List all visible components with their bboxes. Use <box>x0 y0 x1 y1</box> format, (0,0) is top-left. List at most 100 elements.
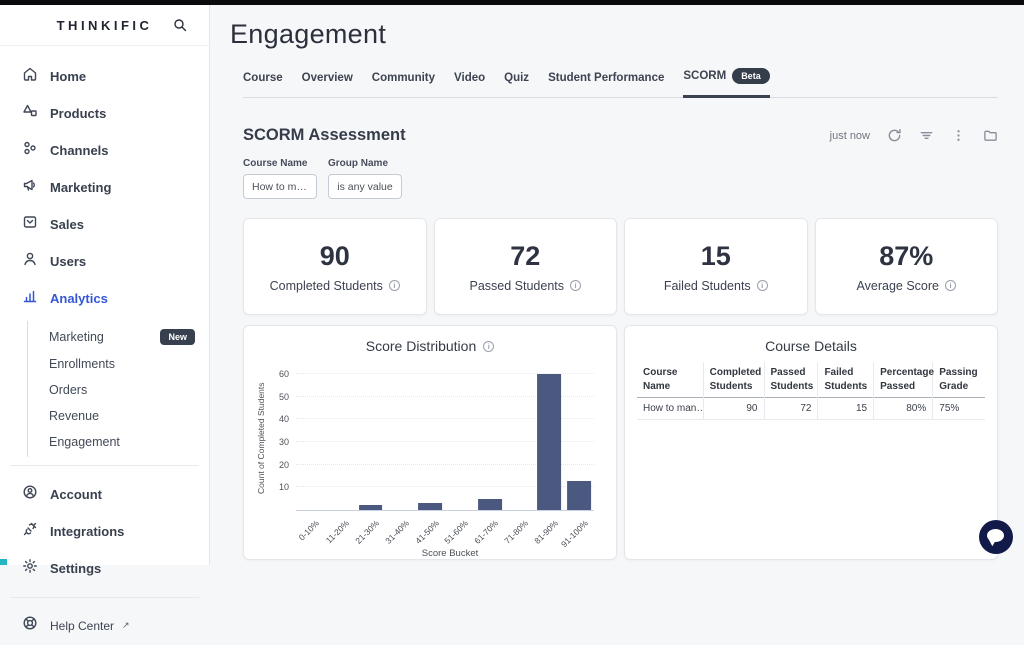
sidebar-item-sales[interactable]: Sales <box>0 206 209 243</box>
stat-label: Average Score <box>857 279 956 293</box>
table-column-header: Failed Students <box>818 362 874 398</box>
stat-label: Passed Students <box>469 279 581 293</box>
sidebar-subitem-orders[interactable]: Orders <box>28 377 209 403</box>
chart-x-tick-labels: 0-10%11-20%21-30%31-40%41-50%51-60%61-70… <box>296 511 594 548</box>
filter-label: Course Name <box>243 158 317 169</box>
chart-x-axis-label: Score Bucket <box>296 548 604 559</box>
stat-value: 15 <box>701 241 731 272</box>
info-icon[interactable] <box>389 280 400 291</box>
sidebar-subitem-label: Orders <box>49 383 87 397</box>
table-cell: 80% <box>874 398 933 420</box>
help-center-label: Help Center <box>50 619 114 633</box>
help-center-icon <box>22 615 38 636</box>
sidebar-item-integrations[interactable]: Integrations <box>0 513 209 550</box>
filter-value-field[interactable]: is any value <box>328 174 402 199</box>
table-cell: 15 <box>818 398 874 420</box>
sidebar-item-marketing[interactable]: Marketing <box>0 169 209 206</box>
sidebar-item-home[interactable]: Home <box>0 58 209 95</box>
stat-value: 87% <box>879 241 933 272</box>
chart-bar <box>567 481 591 510</box>
sidebar-item-label: Settings <box>50 561 101 576</box>
stat-label: Failed Students <box>664 279 768 293</box>
chart-x-tick: 31-40% <box>383 518 411 546</box>
chart-bar <box>537 374 561 510</box>
tab-label: Student Performance <box>548 72 664 84</box>
filter-value-field[interactable]: How to m… <box>243 174 317 199</box>
sidebar-item-channels[interactable]: Channels <box>0 132 209 169</box>
table-column-header: Passed Students <box>764 362 818 398</box>
tab-community[interactable]: Community <box>372 66 435 98</box>
sidebar-subitem-marketing[interactable]: Marketing New <box>28 323 209 351</box>
corner-accent <box>0 559 7 565</box>
filter-group-name: Group Name is any value <box>328 158 402 199</box>
refresh-icon[interactable] <box>887 128 902 143</box>
info-icon[interactable] <box>757 280 768 291</box>
sidebar-item-account[interactable]: Account <box>0 476 209 513</box>
chart-x-tick: 41-50% <box>413 518 441 546</box>
analytics-icon <box>22 288 38 309</box>
filter-label: Group Name <box>328 158 402 169</box>
users-icon <box>22 251 38 272</box>
sidebar-item-settings[interactable]: Settings <box>0 550 209 587</box>
tab-label: SCORM <box>683 70 726 82</box>
folder-icon[interactable] <box>983 128 998 143</box>
tab-overview[interactable]: Overview <box>302 66 353 98</box>
tab-course[interactable]: Course <box>243 66 283 98</box>
products-icon <box>22 103 38 124</box>
sidebar-subitem-enrollments[interactable]: Enrollments <box>28 351 209 377</box>
filter-icon[interactable] <box>919 128 934 143</box>
table-column-header: Completed Students <box>703 362 764 398</box>
tab-quiz[interactable]: Quiz <box>504 66 529 98</box>
chart-x-tick: 21-30% <box>353 518 381 546</box>
kebab-menu-icon[interactable] <box>951 128 966 143</box>
tab-video[interactable]: Video <box>454 66 485 98</box>
integrations-icon <box>22 521 38 542</box>
chart-y-axis-label: Count of Completed Students <box>256 366 266 511</box>
info-icon[interactable] <box>570 280 581 291</box>
search-icon[interactable] <box>173 18 187 32</box>
sidebar-item-label: Home <box>50 69 86 84</box>
sidebar-item-users[interactable]: Users <box>0 243 209 280</box>
sidebar-subitem-revenue[interactable]: Revenue <box>28 403 209 429</box>
chat-widget-button[interactable] <box>979 520 1013 554</box>
chart-x-tick: 81-90% <box>532 518 560 546</box>
sidebar-subitem-engagement[interactable]: Engagement <box>28 429 209 455</box>
sidebar-item-products[interactable]: Products <box>0 95 209 132</box>
table-column-header: Course Name <box>637 362 703 398</box>
tab-student-performance[interactable]: Student Performance <box>548 66 664 98</box>
chart-x-tick: 91-100% <box>559 518 590 549</box>
new-badge: New <box>160 329 195 345</box>
account-icon <box>22 484 38 505</box>
divider <box>10 465 199 466</box>
tab-label: Video <box>454 72 485 84</box>
chart-bar <box>359 505 383 510</box>
table-cell: 90 <box>703 398 764 420</box>
chart-y-tick: 60 <box>279 369 289 379</box>
sidebar-item-label: Sales <box>50 217 84 232</box>
sidebar-item-label: Users <box>50 254 86 269</box>
stat-card-average-score: 87% Average Score <box>815 218 999 315</box>
sidebar-logo-row: THINKIFIC <box>0 5 209 46</box>
table-column-header: Percentage Passed <box>874 362 933 398</box>
filter-bar: Course Name How to m… Group Name is any val… <box>243 158 998 199</box>
sidebar-subitem-label: Engagement <box>49 435 120 449</box>
table-cell: How to man… <box>637 398 703 420</box>
info-icon[interactable] <box>483 341 494 352</box>
sales-icon <box>22 214 38 235</box>
chart-y-tick: 20 <box>279 460 289 470</box>
sidebar-item-help-center[interactable]: Help Center ↗ <box>0 606 209 645</box>
info-icon[interactable] <box>945 280 956 291</box>
sidebar-subitem-label: Marketing <box>49 330 104 344</box>
tab-label: Course <box>243 72 283 84</box>
sidebar-item-label: Channels <box>50 143 109 158</box>
sidebar-item-label: Integrations <box>50 524 124 539</box>
sidebar-item-analytics[interactable]: Analytics <box>0 280 209 317</box>
browser-top-strip <box>0 0 1024 5</box>
settings-icon <box>22 558 38 579</box>
